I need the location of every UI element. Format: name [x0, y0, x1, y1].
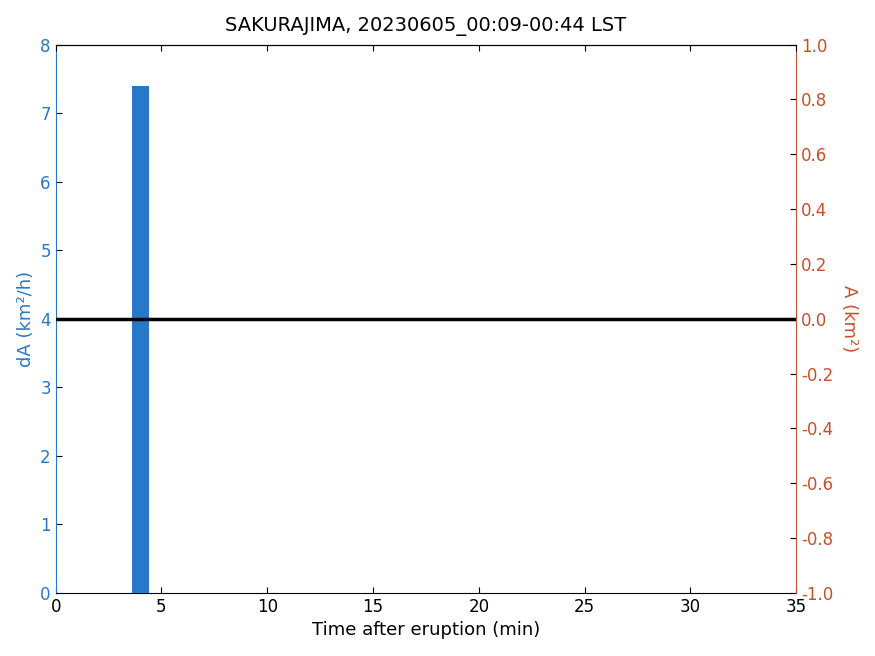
X-axis label: Time after eruption (min): Time after eruption (min) — [312, 621, 540, 640]
Bar — [132, 86, 149, 593]
Y-axis label: A (km²): A (km²) — [840, 285, 858, 352]
Y-axis label: dA (km²/h): dA (km²/h) — [17, 271, 35, 367]
Title: SAKURAJIMA, 20230605_00:09-00:44 LST: SAKURAJIMA, 20230605_00:09-00:44 LST — [226, 16, 626, 35]
